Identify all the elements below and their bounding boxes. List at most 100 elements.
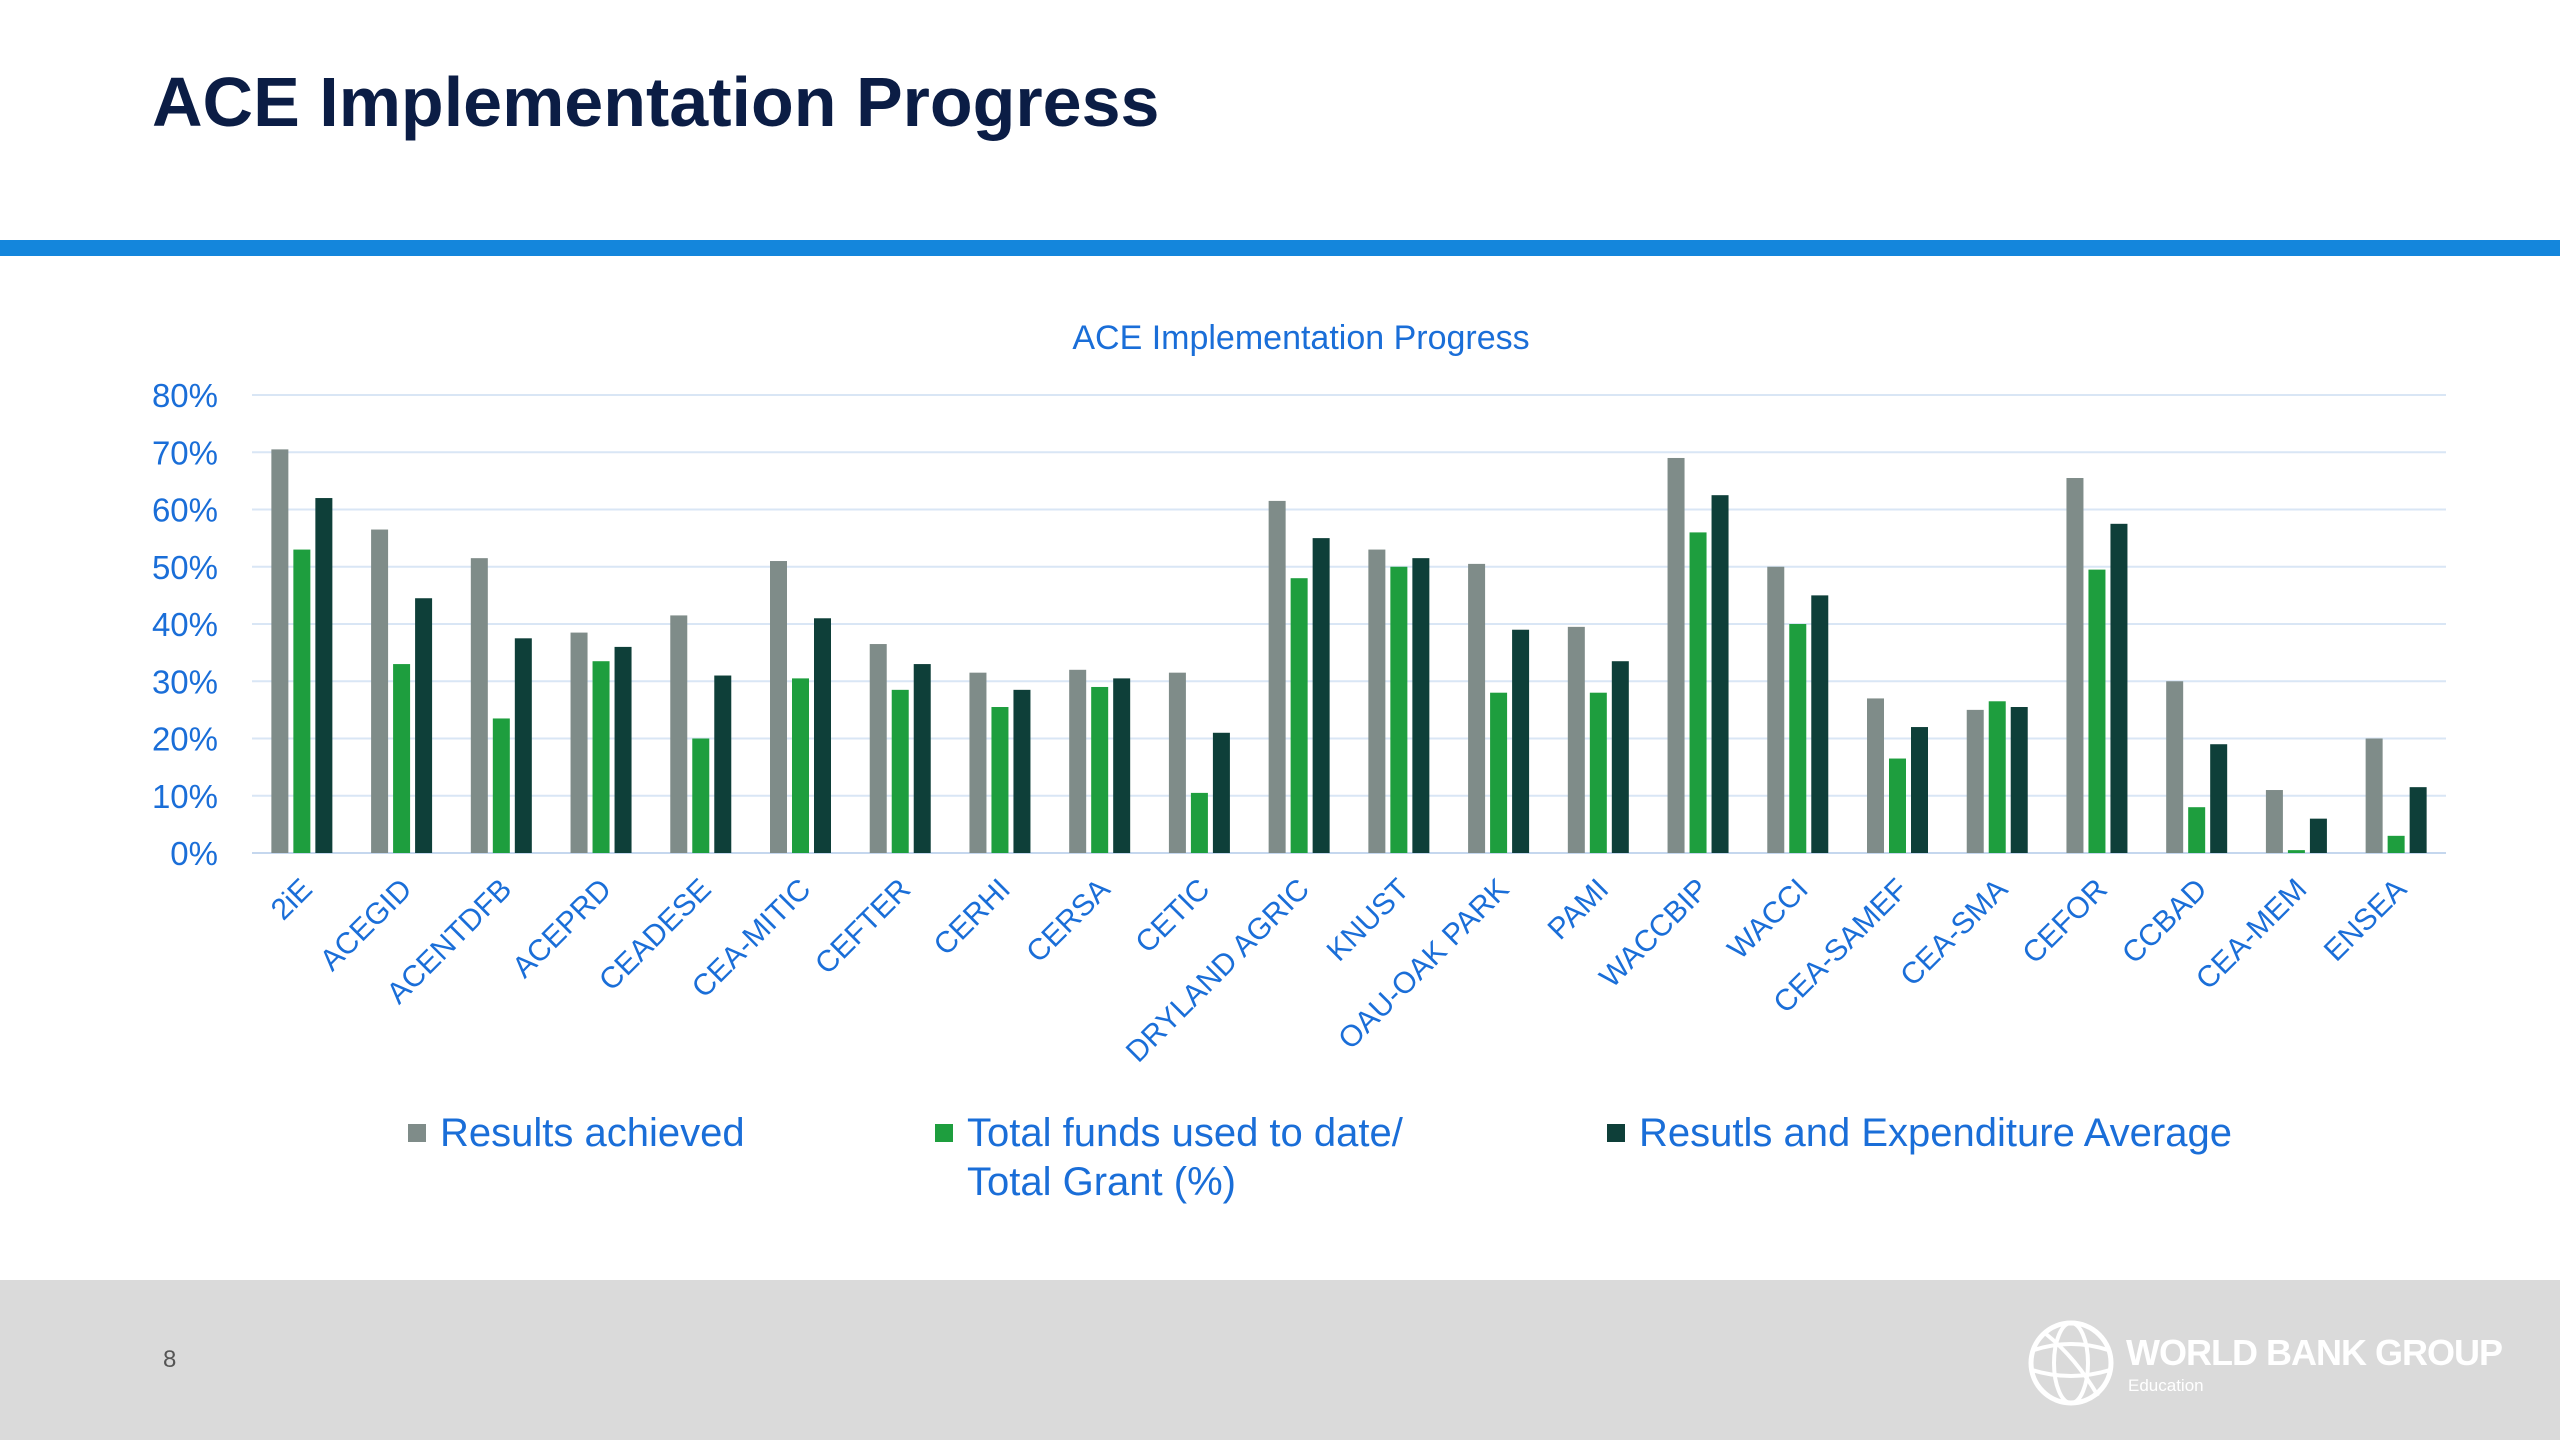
bar (1567, 626, 1585, 853)
page-number: 8 (163, 1346, 177, 1373)
x-tick-label: 2iE (265, 873, 319, 927)
bar (1091, 686, 1109, 853)
slide-title: ACE Implementation Progress (152, 63, 1160, 141)
bar (2088, 569, 2106, 853)
bar (592, 661, 610, 853)
bar (770, 561, 787, 853)
bar (1811, 595, 1829, 853)
bar (2210, 744, 2228, 853)
bar (1069, 669, 1087, 853)
footer-band (0, 1280, 2560, 1440)
bar (670, 615, 688, 853)
y-tick-label: 70% (152, 434, 218, 471)
bar (1689, 532, 1707, 853)
y-tick-label: 30% (152, 663, 218, 700)
y-tick-label: 60% (152, 492, 218, 529)
chart-title: ACE Implementation Progress (1072, 319, 1529, 357)
bar (570, 632, 588, 853)
legend-swatch (1607, 1124, 1625, 1142)
bar (415, 598, 433, 853)
bar (814, 618, 831, 853)
x-tick-label: KNUST (1321, 873, 1416, 968)
globe-icon (2028, 1320, 2114, 1406)
bar (1589, 692, 1607, 853)
bar (1212, 732, 1230, 853)
bar (1013, 689, 1031, 853)
legend-swatch (408, 1124, 426, 1142)
bar (991, 707, 1009, 853)
bar (692, 738, 710, 853)
bar (2409, 787, 2427, 853)
bar (614, 646, 632, 853)
bar (1789, 624, 1807, 853)
bar (2010, 707, 2028, 853)
bar (1168, 672, 1186, 853)
bar (1368, 549, 1386, 853)
bar (913, 664, 931, 853)
bar (2066, 478, 2084, 853)
x-tick-label: CEFOR (2016, 873, 2114, 971)
bar (1667, 457, 1685, 853)
bar (891, 689, 909, 853)
bar (792, 678, 809, 853)
bar (869, 644, 887, 853)
bar (1312, 538, 1330, 853)
bar (470, 558, 488, 853)
world-bank-group-logo: WORLD BANK GROUP Education (2026, 1318, 2503, 1408)
bar (2188, 807, 2206, 853)
bar (271, 449, 289, 853)
bar (1412, 558, 1430, 853)
y-tick-label: 20% (152, 721, 218, 758)
bar (1867, 698, 1884, 853)
logo-name: WORLD BANK GROUP (2126, 1332, 2503, 1373)
bar (1113, 678, 1131, 853)
bar-chart: ACE Implementation Progress 0% 10% 20% 30% 40… (152, 319, 2446, 1204)
x-tick-label: ENSEA (2318, 873, 2413, 968)
legend-swatch (935, 1124, 953, 1142)
bar (1512, 629, 1530, 853)
x-tick-label: PAMI (1542, 873, 1616, 947)
bar (293, 549, 311, 853)
bar (2166, 681, 2184, 853)
x-tick-label: CEA-SMA (1894, 873, 2014, 993)
y-tick-label: 0% (170, 835, 218, 872)
bar (1911, 727, 1928, 853)
x-tick-label: WACCBIP (1593, 873, 1715, 995)
bar (2287, 850, 2305, 853)
bar (371, 529, 389, 853)
legend-label: Results achieved (440, 1111, 745, 1155)
x-tick-label: CERSA (1020, 873, 1116, 969)
y-tick-label: 40% (152, 606, 218, 643)
bar (1711, 495, 1729, 853)
bar (2387, 835, 2405, 853)
legend-label: Resutls and Expenditure Average (1639, 1111, 2232, 1155)
bar (2110, 523, 2128, 853)
bar (315, 498, 333, 853)
x-tick-label: WACCI (1721, 873, 1814, 966)
bar (1988, 701, 2006, 853)
bar (1290, 578, 1308, 853)
y-tick-label: 10% (152, 778, 218, 815)
bar (2309, 818, 2327, 853)
x-tick-label: ACEGID (314, 873, 419, 978)
bar (969, 672, 987, 853)
bar (393, 664, 411, 853)
bar (1767, 566, 1785, 853)
legend-label: Total funds used to date/ (967, 1111, 1404, 1155)
bar (492, 718, 510, 853)
bar (1490, 692, 1508, 853)
y-tick-label: 80% (152, 377, 218, 414)
bar (714, 675, 732, 853)
bar (514, 638, 532, 853)
bar (1966, 709, 1984, 853)
title-accent-bar (0, 240, 2560, 256)
bar (2365, 738, 2383, 853)
x-tick-label: CEFTER (809, 873, 917, 981)
bar (1190, 792, 1208, 853)
bar (1468, 563, 1486, 853)
bar (1390, 566, 1408, 853)
x-tick-label: CERHI (928, 873, 1017, 962)
logo-subtitle: Education (2128, 1376, 2204, 1395)
x-tick-label: DRYLAND AGRIC (1120, 873, 1316, 1069)
bar (2265, 790, 2283, 853)
